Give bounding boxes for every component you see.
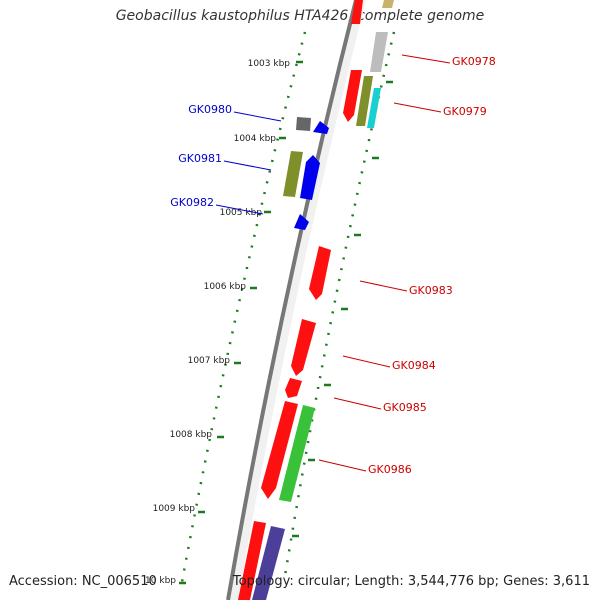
gene-gk0979-feature-olive[interactable]	[356, 76, 373, 126]
tick-label: 1006 kbp	[204, 282, 247, 292]
gene-gk0979-feature-red[interactable]	[343, 70, 362, 122]
tick-label: 1004 kbp	[234, 134, 277, 144]
gk0978-leader	[401, 54, 451, 64]
gene-gk0980-feature-gray[interactable]	[296, 117, 311, 131]
tick-label: 1008 kbp	[170, 430, 213, 440]
tick-label: 1007 kbp	[188, 356, 231, 366]
tick-label: 1003 kbp	[248, 59, 291, 69]
gk0985-leader	[333, 397, 382, 410]
gene-label-gk0982[interactable]: GK0982	[170, 196, 214, 209]
gene-gk0980-cds[interactable]	[313, 121, 329, 134]
gene-label-gk0979[interactable]: GK0979	[443, 105, 487, 118]
backbone-line	[226, 0, 358, 600]
tick-label: 10 kbp	[145, 576, 176, 586]
gene-label-gk0984[interactable]: GK0984	[392, 359, 436, 372]
gene-gk0978-feature[interactable]	[370, 32, 388, 72]
gene-label-gk0986[interactable]: GK0986	[368, 463, 412, 476]
gene-gk0981-cds[interactable]	[300, 155, 320, 200]
gk0986-leader	[318, 459, 367, 472]
gene-label-gk0981[interactable]: GK0981	[178, 152, 222, 165]
tick-label: 1005 kbp	[220, 208, 263, 218]
feature-top-tan[interactable]	[382, 0, 394, 8]
gene-gk0982-cds[interactable]	[294, 214, 309, 230]
gk0983-leader	[359, 280, 408, 292]
gk0980-leader	[233, 111, 282, 122]
feature-bottom-red[interactable]	[238, 521, 266, 600]
backbone-track	[228, 0, 366, 600]
inner-tick-rail	[282, 31, 396, 583]
gk0979-leader	[393, 102, 442, 113]
genome-title: Geobacillus kaustophilus HTA426, complet…	[115, 8, 485, 24]
tick-label: 1009 kbp	[153, 504, 196, 514]
gene-gk0986-cds[interactable]	[261, 401, 298, 499]
gk0981-leader	[223, 160, 272, 171]
feature-top-red[interactable]	[351, 0, 363, 24]
gene-label-gk0978[interactable]: GK0978	[452, 55, 496, 68]
gene-label-gk0983[interactable]: GK0983	[409, 284, 453, 297]
genome-summary: Topology: circular; Length: 3,544,776 bp…	[232, 574, 590, 589]
gk0982-leader	[215, 204, 264, 215]
gene-gk0981-feature-olive[interactable]	[283, 151, 303, 197]
feature-bottom-purple[interactable]	[252, 526, 285, 600]
gene-gk0985-cds[interactable]	[285, 378, 302, 398]
gene-label-gk0980[interactable]: GK0980	[188, 103, 232, 116]
gene-gk0984-cds[interactable]	[291, 319, 316, 376]
gene-gk0983-cds[interactable]	[309, 246, 331, 300]
gene-gk0979-feature-cyan[interactable]	[367, 88, 381, 128]
gene-label-gk0985[interactable]: GK0985	[383, 401, 427, 414]
gk0984-leader	[342, 355, 391, 368]
gene-gk0986-feature-green[interactable]	[279, 405, 315, 502]
accession-text: Accession: NC_006510	[9, 574, 157, 589]
